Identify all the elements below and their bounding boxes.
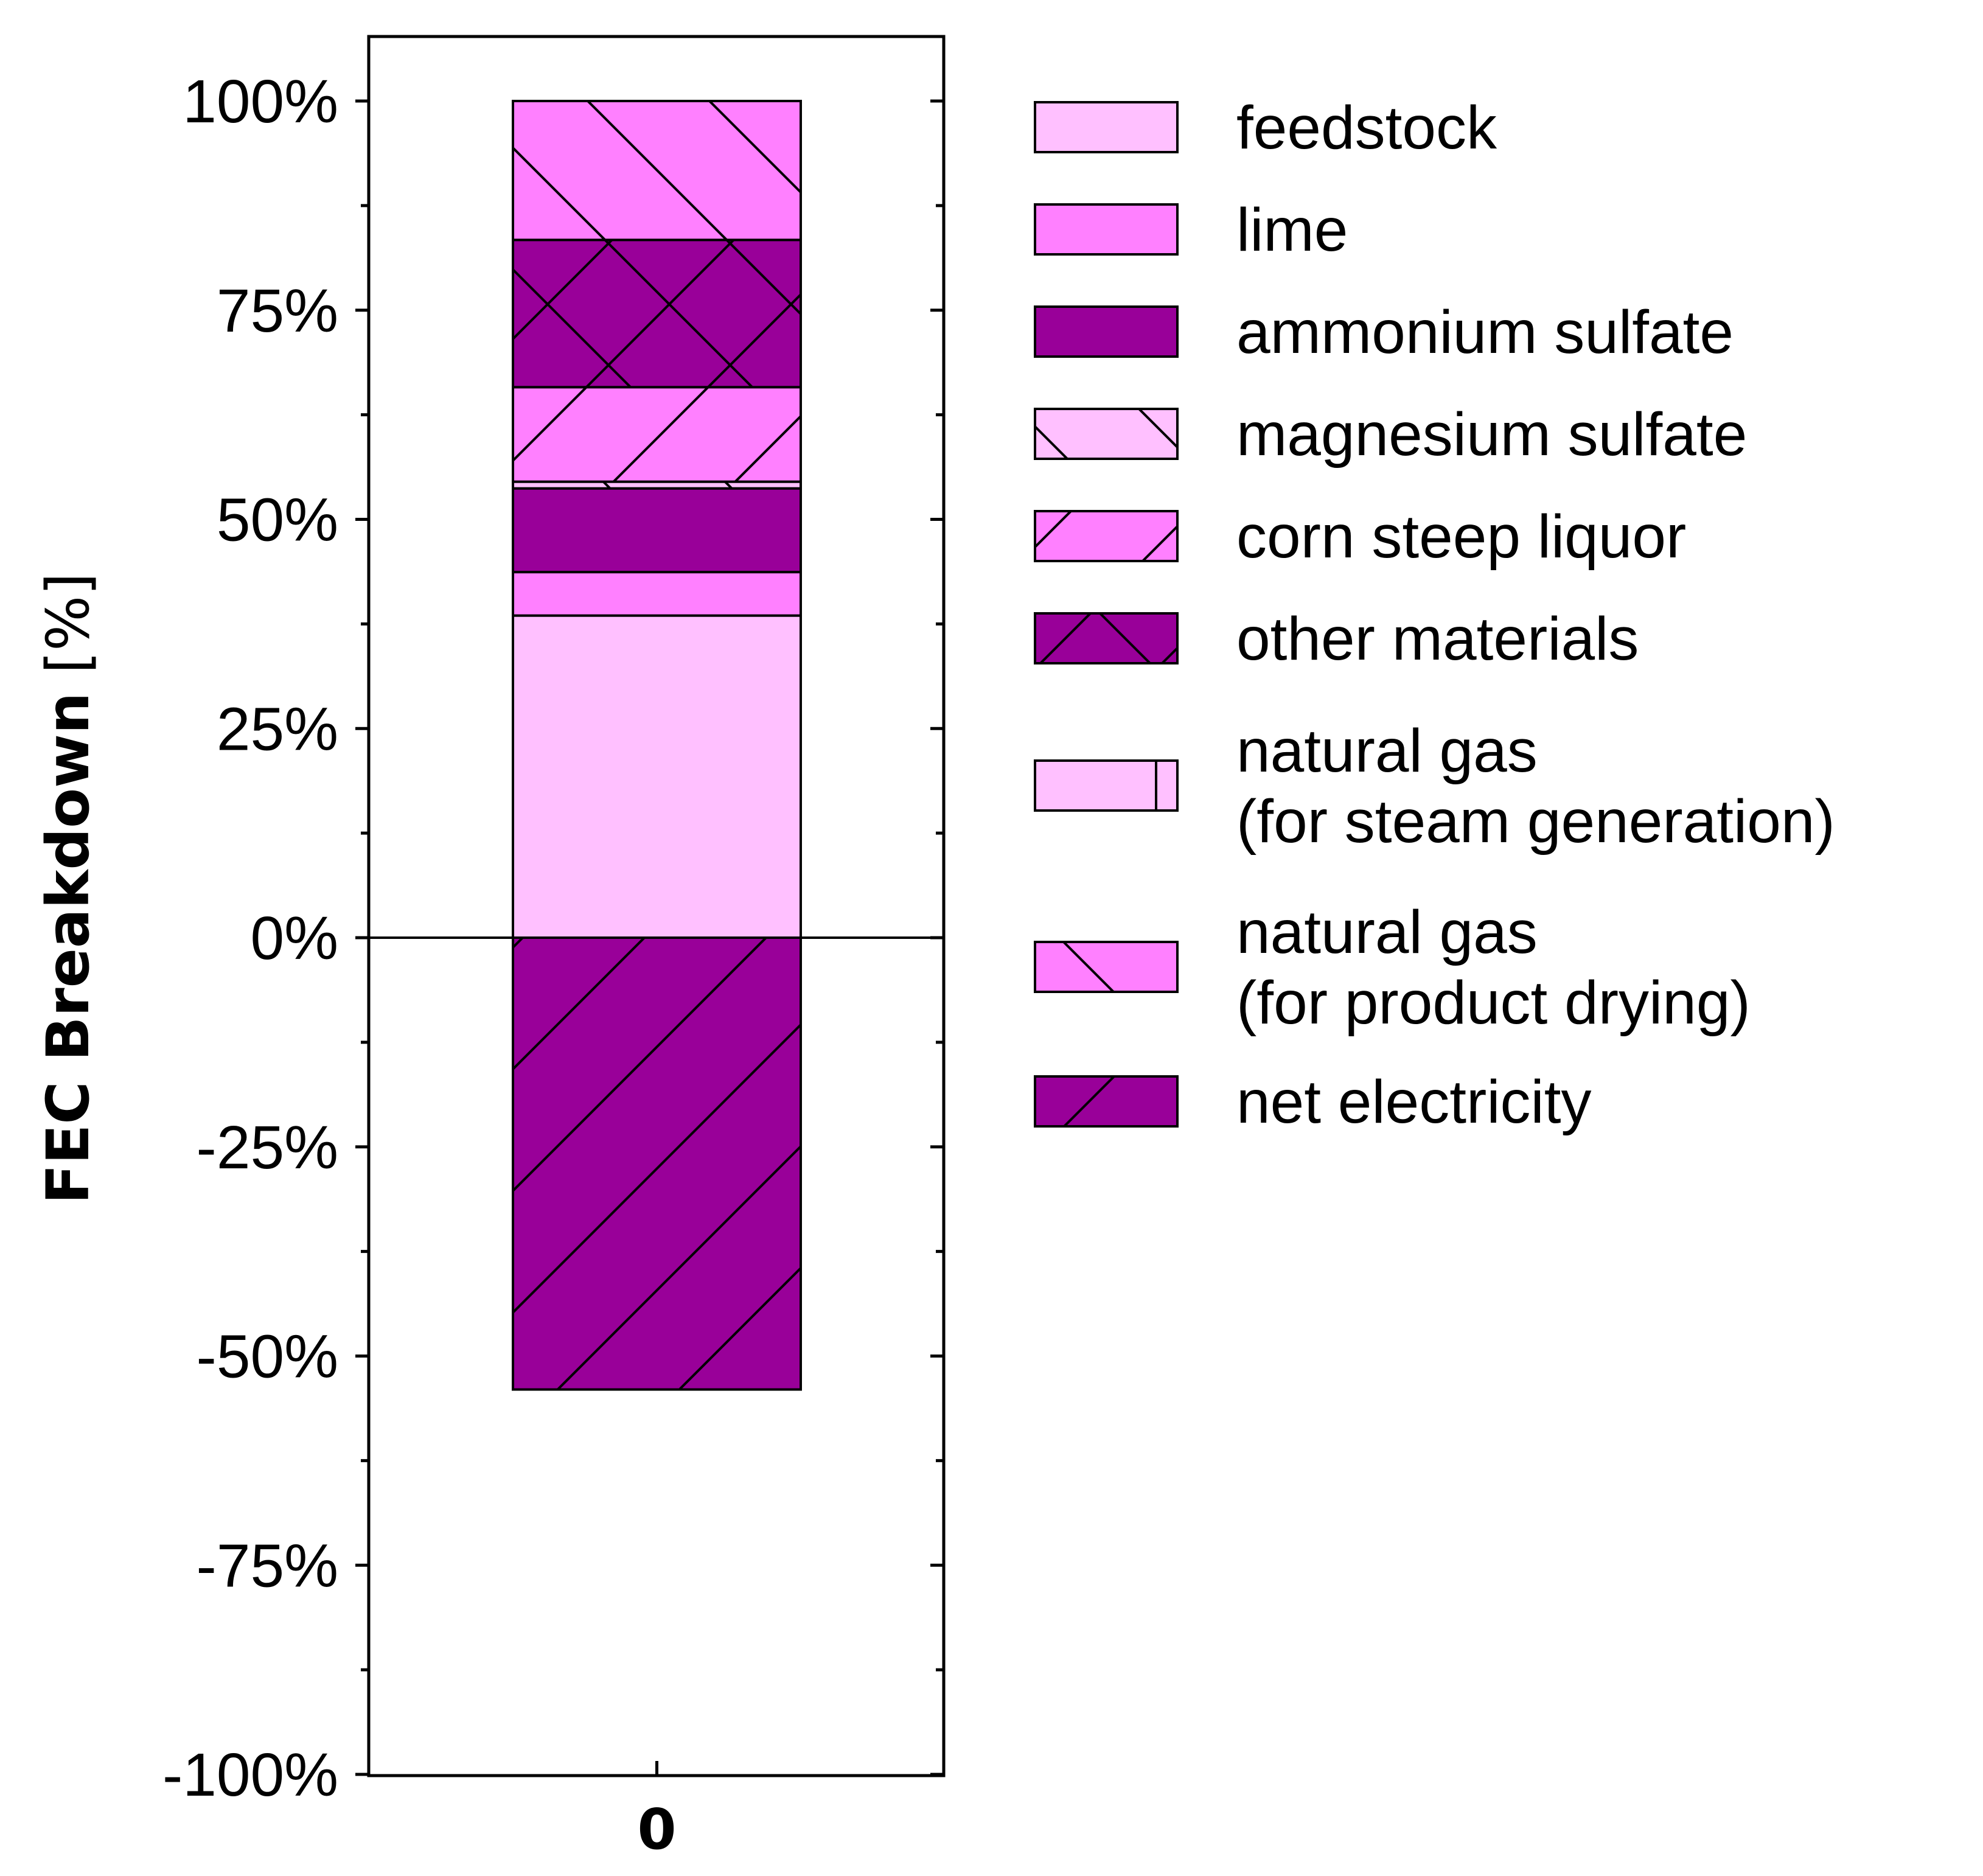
bar-stack	[512, 100, 802, 1391]
bar-segment-other-materials	[512, 239, 802, 389]
y-tick-label: -25%	[197, 1114, 338, 1182]
legend-label-lime: lime	[1236, 196, 1348, 264]
legend-swatch-magnesium-sulfate	[1034, 408, 1179, 460]
legend-swatch-corn-steep-liquor	[1034, 510, 1179, 562]
y-axis-label-unit: [%]	[34, 573, 102, 674]
legend: feedstock lime ammonium sulfate magnesium s…	[1034, 94, 1835, 1136]
legend-label-natural-gas-for-steam-generation: natural gas (for steam generation)	[1236, 717, 1835, 856]
legend-label-feedstock: feedstock	[1236, 94, 1497, 162]
y-tick-label: -100%	[162, 1741, 338, 1809]
legend-swatch-feedstock	[1034, 101, 1179, 153]
legend-label-ammonium-sulfate: ammonium sulfate	[1236, 298, 1734, 366]
y-tick-label: 75%	[217, 277, 338, 345]
y-tick-label: -75%	[197, 1532, 338, 1600]
legend-label-magnesium-sulfate: magnesium sulfate	[1236, 400, 1747, 469]
legend-swatch-lime	[1034, 203, 1179, 256]
y-tick-label: 25%	[217, 695, 338, 763]
legend-swatch-other-materials	[1034, 612, 1179, 664]
y-tick-label: 0%	[250, 904, 338, 972]
legend-label-natural-gas-for-product-drying: natural gas (for product drying)	[1236, 898, 1751, 1037]
y-axis: 100% 75% 50% 25% 0% -25% -50% -75% -100%	[162, 68, 944, 1809]
legend-label-net-electricity: net electricity	[1236, 1068, 1592, 1136]
y-tick-label: 50%	[217, 486, 338, 554]
legend-label-other-materials: other materials	[1236, 605, 1639, 673]
y-axis-label-bold: FEC Breakdown	[34, 692, 102, 1204]
bar-segment-corn-steep-liquor	[512, 386, 802, 483]
legend-label-corn-steep-liquor: corn steep liquor	[1236, 503, 1686, 571]
bar-segment-ammonium-sulfate	[512, 487, 802, 574]
x-tick-label: 0	[637, 1797, 676, 1862]
bar-segment-feedstock	[512, 614, 802, 939]
legend-swatch-natural-gas-for-steam-generation	[1034, 759, 1179, 812]
y-tick-label: -50%	[197, 1323, 338, 1391]
bar-segment-natural-gas-for-product-drying	[512, 100, 802, 242]
legend-swatch-natural-gas-for-product-drying	[1034, 941, 1179, 993]
bar-segment-lime	[512, 571, 802, 617]
bar-segment-net-electricity	[512, 936, 802, 1391]
y-tick-label: 100%	[183, 68, 338, 136]
x-axis: 0	[637, 1761, 677, 1862]
legend-swatch-ammonium-sulfate	[1034, 305, 1179, 358]
y-axis-label: FEC Breakdown [%]	[34, 573, 102, 1204]
legend-swatch-net-electricity	[1034, 1075, 1179, 1128]
